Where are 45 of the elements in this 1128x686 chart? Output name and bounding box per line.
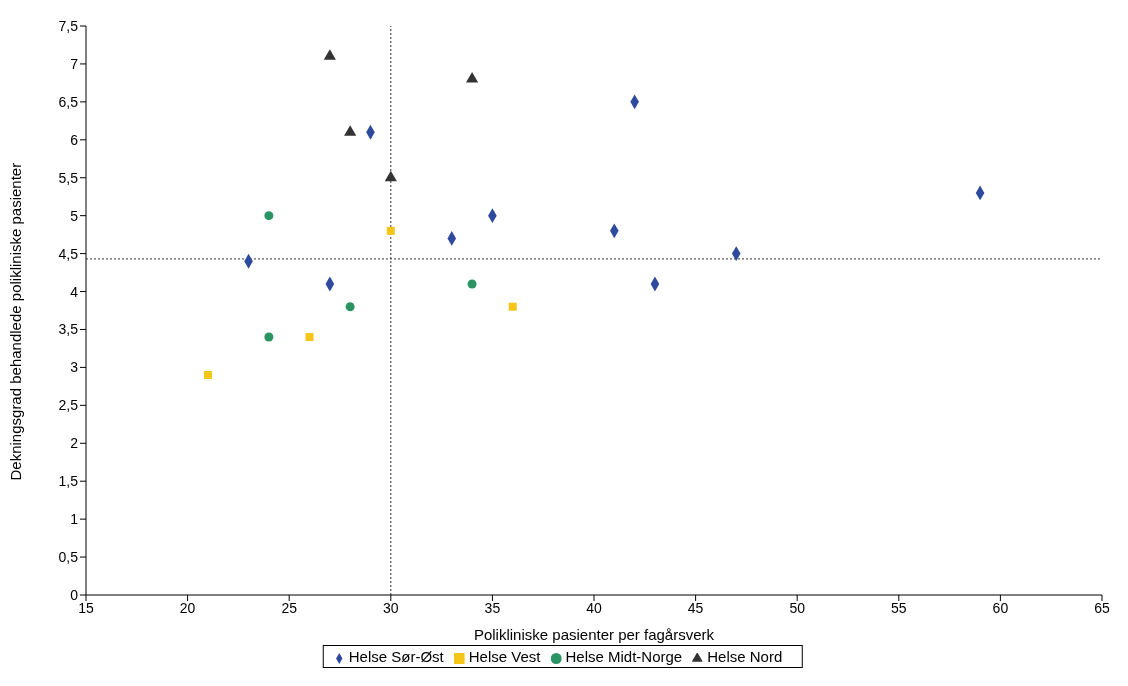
x-tick-label: 40 [586,599,602,616]
legend-label: Helse Vest [468,648,541,665]
y-tick-label: 4 [70,283,79,300]
point [203,370,212,379]
y-tick-label: 4,5 [58,245,79,262]
y-tick-label: 3 [70,359,79,376]
y-tick-label: 1,5 [58,473,79,490]
x-tick-label: 45 [687,599,704,616]
x-tick-label: 25 [281,599,298,616]
x-axis-title: Polikliniske pasienter per fagårsverk [473,626,715,643]
x-tick-label: 50 [789,599,806,616]
point [345,302,355,312]
y-tick-label: 2 [70,435,79,452]
x-tick-label: 30 [383,599,399,616]
legend-label: Helse Nord [707,648,783,665]
legend-label: Helse Midt-Norge [565,648,683,665]
y-tick-label: 0,5 [58,549,79,566]
point [323,49,336,60]
x-tick-label: 20 [179,599,196,616]
y-tick-label: 5,5 [58,169,79,186]
y-tick-label: 1 [70,511,79,528]
y-tick-label: 7,5 [58,17,79,34]
point [264,211,274,221]
y-axis-title: Dekningsgrad behandlede polikliniske pasienter [7,162,25,481]
x-tick-label: 55 [891,599,907,616]
x-tick-label: 60 [992,599,1009,616]
x-tick-label: 35 [484,599,501,616]
point [386,226,395,235]
x-tick-label: 65 [1094,599,1110,616]
y-tick-label: 6 [70,131,79,148]
point [384,170,397,182]
y-tick-label: 2,5 [58,397,79,414]
point [264,332,274,342]
point [344,125,357,136]
y-tick-label: 3,5 [58,321,79,338]
point [467,279,477,289]
y-tick-label: 7 [70,55,79,72]
point [466,72,479,83]
x-tick-label: 15 [78,599,94,616]
y-tick-label: 5 [70,207,79,224]
y-tick-label: 6,5 [58,93,79,110]
y-tick-label: 0 [70,586,79,603]
point [305,333,314,342]
point [508,302,517,311]
legend-label: Helse Sør-Øst [348,648,444,665]
